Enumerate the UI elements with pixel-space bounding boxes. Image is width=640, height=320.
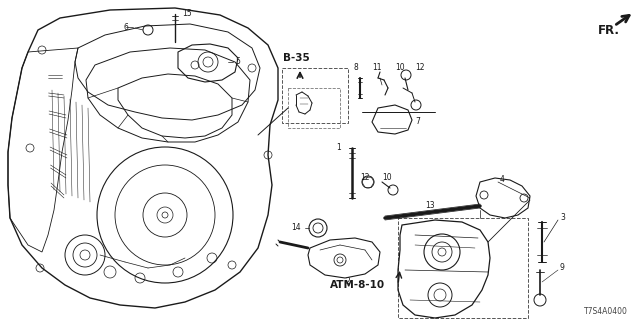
Text: 6: 6: [123, 22, 128, 31]
Bar: [288, 88, 340, 128]
Text: 4: 4: [500, 175, 505, 185]
Text: FR.: FR.: [598, 23, 620, 36]
Text: 5: 5: [235, 58, 240, 67]
Text: 1: 1: [336, 143, 341, 153]
Text: 10: 10: [382, 173, 392, 182]
Text: B-35: B-35: [283, 53, 310, 63]
Text: 10: 10: [395, 63, 405, 73]
Text: 15: 15: [182, 10, 191, 19]
Text: 3: 3: [560, 213, 565, 222]
Bar: [282, 68, 348, 123]
Text: ATM-8-10: ATM-8-10: [330, 280, 385, 290]
Bar: [398, 218, 528, 318]
Text: 9: 9: [560, 263, 565, 273]
Text: 12: 12: [415, 63, 425, 73]
Text: 7: 7: [415, 117, 420, 126]
Text: 11: 11: [372, 63, 381, 73]
Text: 12: 12: [360, 173, 370, 182]
Text: T7S4A0400: T7S4A0400: [584, 308, 628, 316]
Text: 2: 2: [346, 277, 350, 286]
Text: 14: 14: [291, 223, 301, 233]
Text: 13: 13: [425, 202, 435, 211]
Text: 8: 8: [354, 63, 358, 73]
